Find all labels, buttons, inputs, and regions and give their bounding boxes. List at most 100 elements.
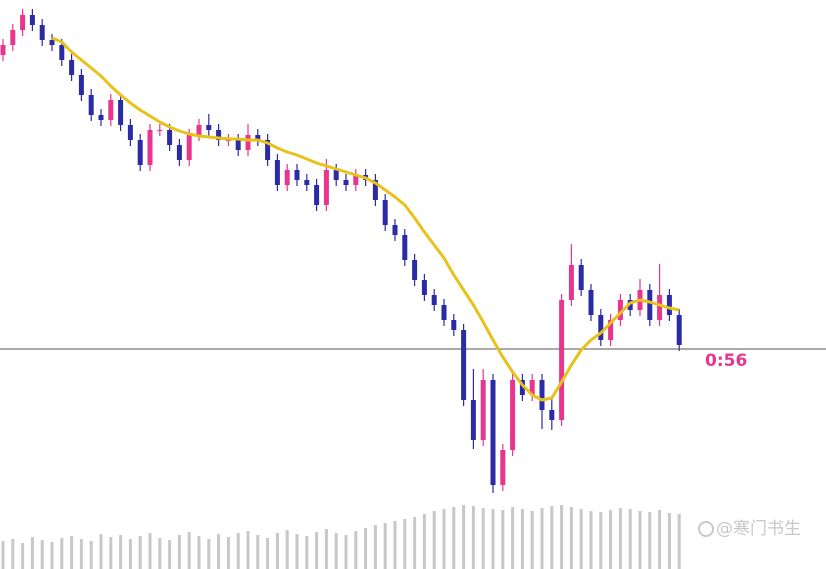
candle-body [412, 260, 418, 280]
volume-bar [540, 508, 544, 569]
candle-body [196, 125, 202, 135]
volume-bar [89, 541, 93, 569]
volume-bar [99, 534, 103, 569]
candle-body [127, 125, 133, 140]
candle-body [98, 115, 104, 120]
volume-bar [128, 539, 132, 569]
candle-body [216, 130, 222, 140]
candle-body [588, 290, 594, 315]
candle-body [402, 235, 408, 260]
candle-body [137, 140, 143, 165]
volume-bar [452, 507, 456, 569]
volume-bar [119, 535, 123, 569]
volume-bar [40, 540, 44, 569]
countdown-label: 0:56 [705, 351, 747, 371]
candle-body [676, 315, 682, 345]
candle-body [470, 400, 476, 440]
candle-body [29, 15, 35, 25]
volume-bar [236, 533, 240, 569]
candle-body [314, 185, 320, 205]
candle-body [647, 290, 653, 320]
candle-body [167, 130, 173, 145]
volume-bar [550, 506, 554, 569]
volume-bar [246, 531, 250, 569]
candle-body [451, 320, 457, 330]
volume-bar [207, 539, 211, 569]
volume-bar [217, 534, 221, 569]
candle-body [0, 45, 6, 55]
candle-body [539, 380, 545, 410]
volume-bar [579, 509, 583, 569]
volume-bar [11, 539, 15, 569]
volume-bar [589, 511, 593, 569]
candle-body [157, 130, 163, 131]
volume-bar [422, 514, 426, 569]
volume-bar [305, 536, 309, 569]
candle-body [69, 60, 75, 75]
candle-body [245, 135, 251, 150]
candle-body [480, 380, 486, 440]
candle-body [39, 25, 45, 40]
candle-body [304, 180, 310, 185]
volume-bar [187, 532, 191, 569]
candle-body [500, 450, 506, 485]
volume-bar [324, 529, 328, 569]
volume-bar [256, 535, 260, 569]
candle-body [382, 200, 388, 225]
candle-body [608, 320, 614, 340]
watermark-logo [698, 521, 714, 537]
volume-bar [432, 511, 436, 569]
candle-body [20, 15, 26, 30]
volume-bar [648, 512, 652, 569]
volume-bar [511, 507, 515, 569]
volume-bar [21, 543, 25, 569]
volume-bar [334, 533, 338, 569]
volume-bar [285, 530, 289, 569]
candle-body [510, 380, 516, 450]
candle-body [294, 170, 300, 180]
candle-body [108, 100, 114, 120]
candle-body [568, 265, 574, 300]
volume-bar [383, 523, 387, 569]
candle-body [235, 140, 241, 150]
candle-body [559, 300, 565, 420]
volume-bar [177, 535, 181, 569]
volume-bar [569, 507, 573, 569]
volume-bar [560, 505, 564, 569]
candle-body [441, 305, 447, 320]
volume-bar [79, 539, 83, 569]
volume-bar [658, 510, 662, 569]
candle-body [323, 170, 329, 205]
volume-bar [354, 531, 358, 569]
volume-bar [1, 541, 5, 569]
volume-bar [138, 536, 142, 569]
moving-average [51, 36, 680, 402]
candle-body [284, 170, 290, 185]
candle-body [578, 265, 584, 290]
volume-bar [481, 508, 485, 569]
volume-bar [373, 525, 377, 569]
candle-body [333, 170, 339, 180]
volume-bar [677, 514, 681, 569]
volume-bar [530, 511, 534, 569]
watermark: @寒门书生 [716, 519, 801, 539]
volume-bar [403, 519, 407, 569]
candle-body [118, 100, 124, 125]
candle-body [78, 75, 84, 95]
candle-body [274, 160, 280, 185]
volume-bar [275, 533, 279, 569]
candle-body [617, 300, 623, 320]
candle-body [10, 30, 16, 45]
volume-bar [344, 535, 348, 569]
volume-bar [442, 509, 446, 569]
volume-bar [599, 512, 603, 569]
candle-body [431, 295, 437, 305]
volume-bar [609, 510, 613, 569]
candle-body [265, 140, 271, 160]
volume-bar [364, 528, 368, 569]
volume-bar [618, 508, 622, 569]
candle-body [343, 180, 349, 185]
volume-bar [148, 533, 152, 569]
volume-bar [501, 510, 505, 569]
